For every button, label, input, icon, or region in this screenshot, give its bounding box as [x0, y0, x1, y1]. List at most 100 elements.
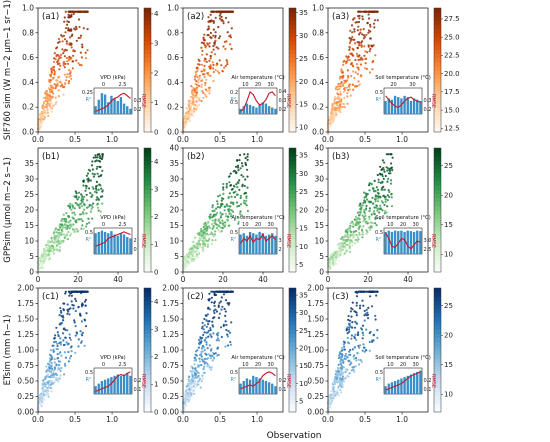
scatter-point — [69, 36, 72, 39]
y-tick-label: 1.75 — [307, 299, 324, 308]
scatter-point — [194, 386, 197, 389]
inset-x-tick-label: 10 — [242, 222, 248, 228]
scatter-point — [374, 222, 377, 225]
scatter-point — [211, 239, 214, 242]
scatter-point — [358, 204, 361, 207]
scatter-point — [54, 87, 57, 90]
colorbar-segment — [144, 90, 151, 96]
colorbar-segment — [144, 193, 151, 199]
scatter-point — [203, 237, 206, 240]
scatter-point — [217, 225, 220, 228]
scatter-point — [226, 302, 229, 305]
colorbar-segment — [144, 395, 151, 401]
scatter-point — [212, 44, 215, 48]
scatter-point — [362, 343, 365, 346]
scatter-point — [366, 230, 369, 234]
colorbar-tick-label: 10 — [299, 380, 308, 388]
scatter-point — [343, 81, 346, 84]
inset-right-label: RMSE — [430, 94, 436, 108]
scatter-point — [341, 349, 344, 352]
scatter-point — [197, 103, 200, 106]
scatter-point — [390, 179, 393, 182]
scatter-point — [215, 339, 218, 342]
scatter-point — [63, 55, 66, 58]
inset-bar — [119, 375, 123, 394]
scatter-point — [368, 209, 371, 212]
colorbar-segment — [289, 53, 296, 59]
scatter-point — [57, 368, 60, 371]
scatter-point — [190, 85, 193, 88]
scatter-point — [370, 200, 373, 204]
inset-bar — [97, 99, 100, 114]
scatter-point — [358, 41, 361, 45]
scatter-point — [343, 252, 346, 255]
scatter-point — [59, 341, 62, 344]
colorbar-segment — [144, 156, 151, 161]
colorbar-segment — [434, 300, 441, 306]
scatter-point — [334, 95, 337, 98]
scatter-point — [76, 332, 79, 335]
scatter-point — [59, 369, 62, 373]
scatter-point — [206, 347, 209, 350]
scatter-point — [184, 116, 187, 119]
y-tick-label: 0.4 — [167, 78, 179, 87]
scatter-point — [361, 204, 364, 207]
scatter-point — [359, 28, 362, 31]
colorbar-frame — [143, 7, 152, 133]
scatter-point — [220, 230, 223, 233]
scatter-point — [204, 224, 207, 228]
scatter-point — [47, 395, 50, 398]
scatter-point — [197, 338, 201, 341]
scatter-point — [183, 266, 186, 269]
scatter-point — [206, 313, 209, 316]
scatter-point — [364, 290, 367, 293]
scatter-point — [360, 75, 363, 78]
scatter-point — [208, 237, 211, 240]
axes-frame — [327, 7, 429, 133]
scatter-point — [357, 10, 360, 13]
colorbar-segment — [434, 41, 441, 46]
scatter-point — [355, 314, 358, 317]
scatter-point — [50, 90, 53, 94]
colorbar-segment — [289, 238, 296, 244]
inset-bar — [267, 106, 271, 114]
scatter-point — [183, 401, 186, 404]
scatter-point — [349, 310, 352, 313]
scatter-point — [190, 385, 193, 388]
inset-bar — [267, 382, 271, 394]
inset-bar — [255, 377, 258, 394]
scatter-point — [349, 225, 352, 228]
scatter-point — [47, 387, 50, 390]
scatter-point — [197, 240, 200, 243]
scatter-point — [334, 109, 337, 112]
inset-bar — [409, 374, 413, 394]
scatter-point — [338, 77, 341, 80]
scatter-point — [63, 85, 66, 88]
colorbar-segment — [289, 316, 296, 322]
scatter-point — [239, 167, 242, 170]
colorbar-segment — [289, 362, 296, 368]
inset-bar — [403, 231, 406, 254]
scatter-point — [218, 17, 222, 20]
scatter-point — [187, 103, 190, 106]
colorbar-segment — [144, 325, 151, 330]
colorbar-segment — [144, 358, 151, 363]
scatter-point — [59, 64, 62, 67]
scatter-point — [239, 196, 242, 199]
inset-bar — [271, 107, 274, 114]
colorbar-segment — [144, 210, 151, 215]
scatter-point — [57, 250, 60, 253]
scatter-point — [216, 290, 219, 293]
scatter-point — [195, 350, 198, 353]
scatter-point — [362, 304, 365, 307]
scatter-point — [207, 353, 210, 356]
scatter-point — [49, 107, 52, 110]
scatter-point — [50, 238, 53, 241]
colorbar-segment — [144, 45, 151, 50]
scatter-point — [221, 219, 224, 222]
scatter-point — [357, 217, 360, 220]
scatter-point — [92, 175, 95, 178]
scatter-point — [68, 69, 71, 72]
scatter-point — [46, 369, 49, 372]
